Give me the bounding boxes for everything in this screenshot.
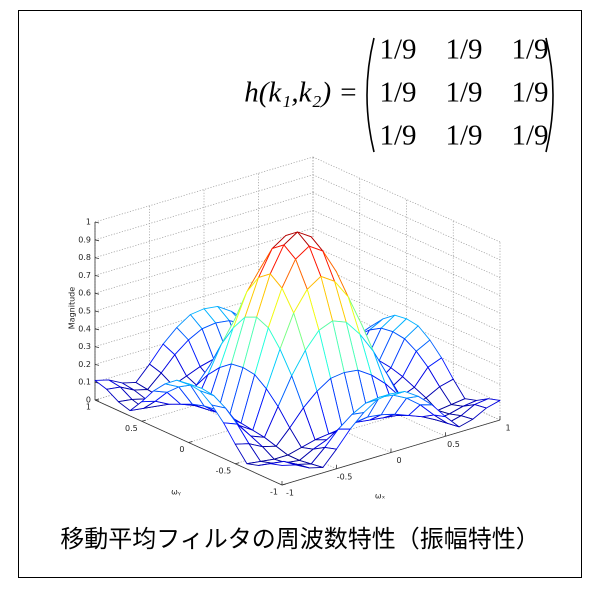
surface-plot: 0 0.1 0.2 0.3 0.4 0.5 0.6 0.7 0.8 0.9 1 -1 -0.5 0 0.5 1…: [68, 156, 511, 501]
tick-mark: [235, 462, 240, 465]
caption: 移動平均フィルタの周波数特性（振幅特性）: [60, 525, 540, 553]
z-tick-label: 0: [86, 396, 91, 405]
x-tick-label: -1: [286, 489, 294, 498]
matrix: 1/9 1/9 1/9 1/9 1/9 1/9 1/9 1/9 1/9: [379, 34, 548, 152]
tick-mark: [141, 419, 146, 422]
z-axis-label: Magnitude: [68, 287, 77, 329]
tick-mark: [94, 310, 100, 313]
z-tick-label: 0.8: [78, 253, 91, 262]
y-axis-label: ωᵧ: [171, 488, 181, 497]
tick-mark: [94, 364, 100, 366]
z-tick-label: 0.4: [78, 324, 91, 333]
matrix-entry: 1/9: [445, 120, 482, 152]
z-tick-label: 0.7: [78, 271, 91, 280]
matrix-entry: 1/9: [511, 77, 548, 109]
x-axis-label: ωₓ: [375, 492, 386, 501]
z-tick-label: 0.3: [78, 342, 91, 351]
y-tick-label: -0.5: [216, 466, 232, 475]
grid-line: [312, 263, 501, 350]
tick-mark: [94, 292, 100, 295]
matrix-entry: 1/9: [511, 120, 548, 152]
z-tick-label: 0.2: [78, 360, 91, 369]
tick-mark: [94, 328, 100, 331]
equation-lhs: h(k₁,k₂) =: [244, 77, 358, 109]
matrix-entry: 1/9: [511, 34, 548, 66]
grid-line: [312, 227, 501, 314]
y-tick-label: -1: [270, 488, 278, 497]
tick-mark: [188, 441, 193, 443]
matrix-paren-left: [366, 37, 375, 153]
matrix-entry: 1/9: [445, 77, 482, 109]
tick-mark: [94, 346, 100, 348]
matrix-entry: 1/9: [379, 34, 416, 66]
surface-patch: [269, 460, 297, 466]
tick-mark: [94, 275, 100, 277]
z-tick-label: 0.6: [78, 289, 91, 298]
tick-mark: [94, 398, 100, 401]
x-tick-label: 0.5: [447, 440, 460, 449]
grid-line: [312, 245, 501, 332]
matrix-entry: 1/9: [445, 34, 482, 66]
matrix-entry: 1/9: [379, 120, 416, 152]
frame: [18, 10, 582, 578]
z-tick-label: 0.9: [78, 235, 91, 244]
x-tick-label: 0: [396, 456, 401, 465]
grid-line: [312, 174, 501, 261]
grid-line: [312, 192, 501, 278]
z-tick-label: 0.1: [78, 378, 91, 387]
y-tick-label: 1: [86, 403, 91, 412]
matrix-entry: 1/9: [379, 77, 416, 109]
grid-line: [312, 156, 501, 243]
tick-mark: [281, 483, 287, 486]
x-tick-label: 1: [505, 424, 510, 433]
z-tick-label: 1: [86, 218, 91, 227]
matrix-paren-right: [545, 37, 554, 153]
x-tick-label: -0.5: [337, 472, 353, 481]
tick-mark: [94, 239, 100, 242]
z-tick-label: 0.5: [78, 307, 91, 316]
y-tick-label: 0.5: [125, 424, 138, 433]
tick-mark: [94, 221, 100, 224]
y-tick-label: 0: [179, 445, 184, 454]
tick-mark: [94, 257, 100, 259]
grid-line: [312, 210, 501, 296]
